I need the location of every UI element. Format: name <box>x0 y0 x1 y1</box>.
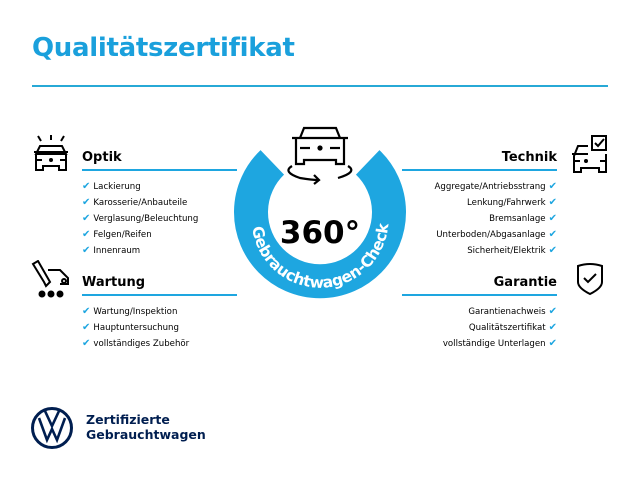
list-item: ✔ Lackierung <box>82 179 198 195</box>
list-item: ✔ Innenraum <box>82 243 198 259</box>
service-car-icon <box>31 260 69 298</box>
car-lights-icon <box>34 135 68 171</box>
list-item-label: Garantienachweis <box>468 307 546 317</box>
page-title: Qualitätszertifikat <box>32 33 295 63</box>
list-item: Bremsanlage ✔ <box>435 211 557 227</box>
list-item-label: Karosserie/Anbauteile <box>93 198 188 208</box>
ring-arc <box>234 150 406 299</box>
list-item-label: Sicherheit/Elektrik <box>467 246 546 256</box>
check-icon: ✔ <box>548 245 557 256</box>
list-item: vollständige Unterlagen ✔ <box>443 336 557 352</box>
list-item: ✔ Verglasung/Beleuchtung <box>82 211 198 227</box>
list-item: ✔ Felgen/Reifen <box>82 227 198 243</box>
section-title-optik: Optik <box>82 150 122 165</box>
list-item-label: Innenraum <box>93 246 141 256</box>
list-item-label: vollständiges Zubehör <box>93 339 190 349</box>
check-icon: ✔ <box>548 306 557 317</box>
list-item-label: Unterboden/Abgasanlage <box>436 230 546 240</box>
section-divider <box>82 169 237 171</box>
check-icon: ✔ <box>82 229 91 240</box>
title-divider <box>32 85 608 87</box>
logo-line-1: Zertifizierte <box>86 412 170 427</box>
list-item-label: Bremsanlage <box>489 214 546 224</box>
section-divider <box>82 294 237 296</box>
check-icon: ✔ <box>548 213 557 224</box>
list-item-label: Lenkung/Fahrwerk <box>467 198 546 208</box>
section-title-wartung: Wartung <box>82 275 146 290</box>
section-divider <box>402 294 557 296</box>
list-item: Garantienachweis ✔ <box>443 304 557 320</box>
check-icon: ✔ <box>548 181 557 192</box>
check-icon: ✔ <box>548 229 557 240</box>
garantie-list: Garantienachweis ✔ Qualitätszertifikat ✔ vol… <box>443 304 557 352</box>
list-item-label: Lackierung <box>93 182 141 192</box>
check-icon: ✔ <box>82 181 91 192</box>
shield-check-icon <box>577 263 603 296</box>
check-icon: ✔ <box>82 322 91 333</box>
vw-logo <box>31 407 73 449</box>
section-divider <box>402 169 557 171</box>
list-item-label: Felgen/Reifen <box>93 230 152 240</box>
check-icon: ✔ <box>82 306 91 317</box>
check-icon: ✔ <box>82 245 91 256</box>
list-item: ✔ Hauptuntersuchung <box>82 320 189 336</box>
list-item: Sicherheit/Elektrik ✔ <box>435 243 557 259</box>
optik-list: ✔ Lackierung ✔ Karosserie/Anbauteile ✔ Vergla… <box>82 179 198 259</box>
list-item-label: Aggregate/Antriebsstrang <box>434 182 546 192</box>
check-icon: ✔ <box>82 213 91 224</box>
car-checkbox-icon <box>572 135 607 173</box>
360-label: 360° <box>280 215 360 251</box>
logo-line-2: Gebrauchtwagen <box>86 427 206 442</box>
list-item-label: Verglasung/Beleuchtung <box>93 214 199 224</box>
check-icon: ✔ <box>82 197 91 208</box>
section-title-technik: Technik <box>501 150 557 165</box>
list-item: ✔ Karosserie/Anbauteile <box>82 195 198 211</box>
check-icon: ✔ <box>548 322 557 333</box>
technik-list: Aggregate/Antriebsstrang ✔ Lenkung/Fahrwer… <box>435 179 557 259</box>
list-item-label: Qualitätszertifikat <box>468 323 546 333</box>
list-item: ✔ vollständiges Zubehör <box>82 336 189 352</box>
list-item-label: vollständige Unterlagen <box>442 339 546 349</box>
check-icon: ✔ <box>548 197 557 208</box>
list-item: Lenkung/Fahrwerk ✔ <box>435 195 557 211</box>
list-item-label: Hauptuntersuchung <box>93 323 179 333</box>
list-item: ✔ Wartung/Inspektion <box>82 304 189 320</box>
list-item: Aggregate/Antriebsstrang ✔ <box>435 179 557 195</box>
list-item: Qualitätszertifikat ✔ <box>443 320 557 336</box>
section-title-garantie: Garantie <box>493 275 557 290</box>
check-icon: ✔ <box>548 338 557 349</box>
car-rotate-icon <box>287 126 353 185</box>
list-item: Unterboden/Abgasanlage ✔ <box>435 227 557 243</box>
wartung-list: ✔ Wartung/Inspektion ✔ Hauptuntersuchung ✔ vo… <box>82 304 189 352</box>
360-check-badge: Gebrauchtwagen-Check 360° <box>234 126 406 299</box>
list-item-label: Wartung/Inspektion <box>93 307 178 317</box>
check-icon: ✔ <box>82 338 91 349</box>
